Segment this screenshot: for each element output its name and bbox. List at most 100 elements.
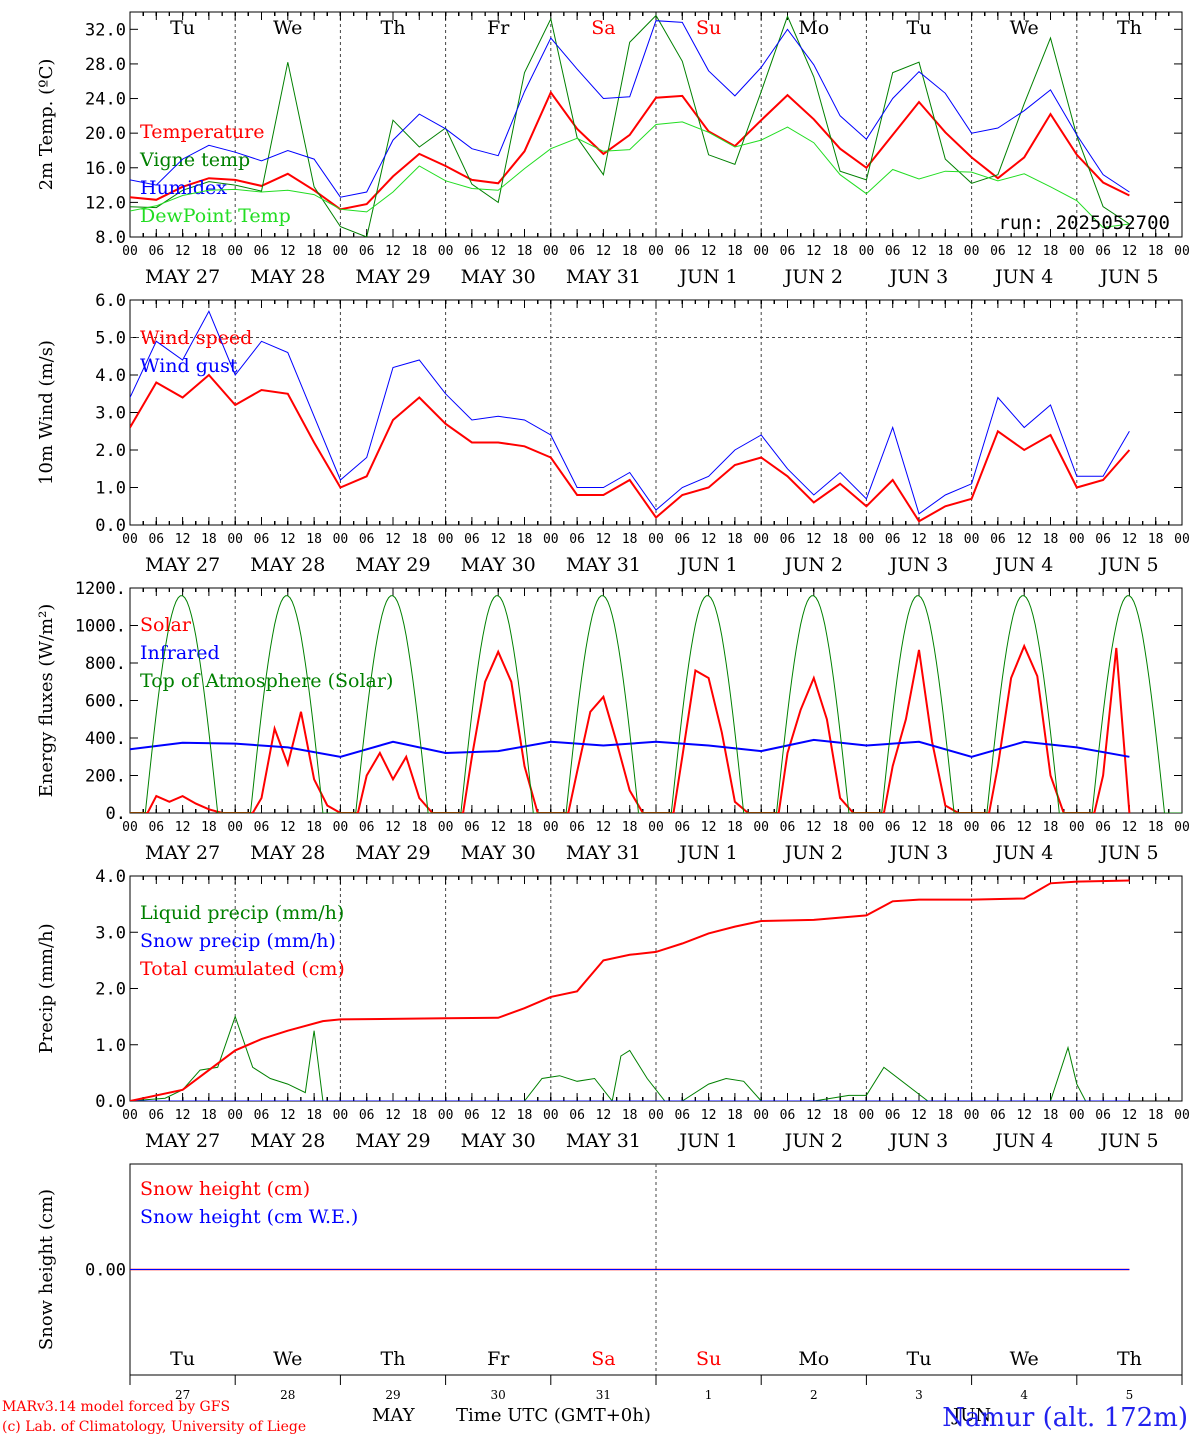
hour-tick-label: 06 (254, 532, 270, 547)
date-label: MAY 27 (145, 554, 220, 576)
hour-tick-label: 12 (1122, 532, 1138, 547)
hour-tick-label: 06 (990, 532, 1006, 547)
date-label: MAY 31 (566, 266, 641, 288)
hour-tick-label: 00 (859, 532, 875, 547)
hour-tick-label: 06 (569, 820, 585, 835)
hour-tick-label: 18 (201, 244, 217, 259)
y-tick-label: 5.0 (95, 329, 126, 349)
date-label: JUN 3 (888, 266, 948, 288)
hour-tick-label: 00 (333, 820, 349, 835)
y-axis-title: 2m Temp. (ºC) (36, 59, 57, 191)
hour-tick-label: 18 (622, 532, 638, 547)
y-tick-label: 2.0 (95, 441, 126, 461)
y-tick-label: 0.0 (95, 516, 126, 536)
hour-tick-label: 18 (411, 820, 427, 835)
hour-tick-label: 06 (674, 820, 690, 835)
legend-entry: Temperature (140, 121, 264, 143)
hour-tick-label: 00 (122, 532, 138, 547)
date-label: MAY 31 (566, 554, 641, 576)
hour-tick-label: 00 (753, 244, 769, 259)
hour-tick-label: 12 (490, 532, 506, 547)
hour-tick-label: 06 (254, 244, 270, 259)
y-tick-label: 28.0 (85, 55, 126, 75)
hour-tick-label: 00 (438, 820, 454, 835)
hour-tick-label: 00 (648, 532, 664, 547)
hour-tick-label: 12 (806, 532, 822, 547)
hour-tick-label: 06 (885, 532, 901, 547)
hour-tick-label: 18 (727, 820, 743, 835)
hour-tick-label: 06 (359, 532, 375, 547)
hour-tick-label: 06 (780, 532, 796, 547)
hour-tick-label: 12 (911, 532, 927, 547)
hour-tick-label: 12 (385, 820, 401, 835)
hour-tick-label: 06 (1095, 532, 1111, 547)
hour-tick-label: 00 (333, 244, 349, 259)
hour-tick-label: 12 (175, 532, 191, 547)
hour-tick-label: 00 (227, 820, 243, 835)
date-label: MAY 27 (145, 842, 220, 864)
legend-entry: Humidex (140, 177, 227, 199)
hour-tick-label: 12 (175, 820, 191, 835)
hour-tick-label: 12 (1122, 244, 1138, 259)
hour-tick-label: 06 (674, 532, 690, 547)
y-tick-label: 6.0 (95, 291, 126, 311)
hour-tick-label: 12 (806, 244, 822, 259)
date-label: JUN 3 (888, 554, 948, 576)
hour-tick-label: 06 (464, 532, 480, 547)
panel-frame (129, 587, 1183, 814)
hour-tick-label: 00 (333, 532, 349, 547)
hour-tick-label: 12 (596, 532, 612, 547)
hour-tick-label: 18 (937, 532, 953, 547)
hour-tick-label: 12 (385, 532, 401, 547)
hour-tick-label: 18 (306, 532, 322, 547)
hour-tick-label: 00 (964, 532, 980, 547)
hour-tick-label: 06 (674, 244, 690, 259)
y-tick-label: 20.0 (85, 124, 126, 144)
hour-tick-label: 00 (543, 244, 559, 259)
hour-tick-label: 06 (148, 244, 164, 259)
date-label: JUN 1 (677, 266, 737, 288)
hour-tick-label: 12 (596, 244, 612, 259)
date-label: MAY 31 (566, 842, 641, 864)
hour-tick-label: 18 (1148, 244, 1164, 259)
hour-tick-label: 12 (596, 820, 612, 835)
hour-tick-label: 12 (280, 532, 296, 547)
y-axis-title: 10m Wind (m/s) (36, 340, 57, 485)
hour-tick-label: 18 (411, 532, 427, 547)
date-label: JUN 5 (1098, 266, 1158, 288)
hour-tick-label: 18 (622, 820, 638, 835)
hour-tick-label: 12 (1016, 244, 1032, 259)
hour-tick-label: 00 (122, 244, 138, 259)
series-line (130, 310, 1130, 515)
hour-tick-label: 06 (780, 244, 796, 259)
panel-frame (129, 299, 1183, 526)
date-label: JUN 1 (677, 554, 737, 576)
hour-tick-label: 06 (1095, 244, 1111, 259)
hour-tick-label: 00 (648, 244, 664, 259)
hour-tick-label: 00 (543, 532, 559, 547)
date-label: MAY 28 (250, 842, 325, 864)
hour-tick-label: 06 (359, 244, 375, 259)
hour-tick-label: 00 (1069, 532, 1085, 547)
legend-entry: DewPoint Temp (140, 205, 291, 227)
y-tick-label: 1.0 (95, 479, 126, 499)
hour-tick-label: 00 (227, 244, 243, 259)
series-line (130, 20, 1130, 198)
date-label: MAY 30 (461, 554, 536, 576)
y-tick-label: 4.0 (95, 366, 126, 386)
hour-tick-label: 06 (359, 820, 375, 835)
hour-tick-label: 12 (1016, 532, 1032, 547)
legend-entry: Wind gust (140, 355, 238, 377)
date-label: JUN 4 (993, 554, 1053, 576)
hour-tick-label: 00 (543, 820, 559, 835)
date-label: MAY 29 (355, 266, 430, 288)
hour-tick-label: 06 (569, 532, 585, 547)
date-label: MAY 29 (355, 554, 430, 576)
hour-tick-label: 18 (201, 820, 217, 835)
hour-tick-label: 18 (1148, 532, 1164, 547)
hour-tick-label: 18 (727, 532, 743, 547)
hour-tick-label: 06 (780, 820, 796, 835)
hour-tick-label: 00 (859, 244, 875, 259)
date-label: JUN 1 (677, 842, 737, 864)
